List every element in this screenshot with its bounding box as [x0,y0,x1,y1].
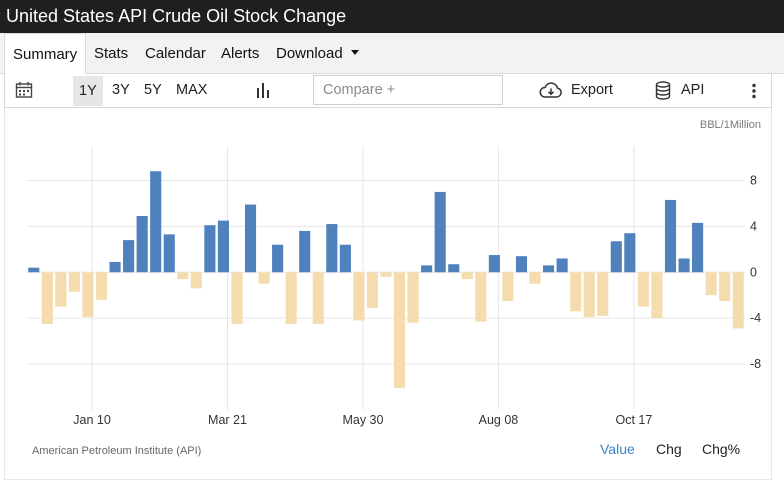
x-tick-label: Mar 21 [208,413,247,427]
chart-bars [28,171,744,389]
bar[interactable] [258,272,270,284]
bar[interactable] [380,272,392,277]
bar[interactable] [488,255,500,273]
bar[interactable] [461,272,473,280]
bar[interactable] [190,272,202,289]
bar[interactable] [136,216,148,273]
chart-panel: BBL/1Million 8 4 0 -4 -8 Jan 10 Mar 21 May 30 A… [4,108,772,480]
bar[interactable] [692,222,704,273]
tab-bar: Summary Stats Calendar Alerts Download [0,33,784,75]
unit-label: BBL/1Million [700,119,761,131]
range-max-button[interactable]: MAX [176,82,208,98]
data-source: American Petroleum Institute (API) [32,445,202,457]
bar[interactable] [163,234,175,273]
bar[interactable] [434,191,446,273]
mode-chg-link[interactable]: Chg [656,441,682,457]
bar[interactable] [543,265,555,273]
bar[interactable] [150,171,162,273]
bar[interactable] [583,272,595,318]
x-tick-label: Aug 08 [479,413,519,427]
y-tick-label: 0 [750,265,757,279]
bar[interactable] [705,272,717,296]
bar[interactable] [41,272,53,324]
x-tick-label: May 30 [342,413,383,427]
bar[interactable] [217,220,229,273]
calendar-icon[interactable] [15,81,33,99]
more-vertical-icon[interactable] [751,83,757,99]
export-button[interactable]: Export [571,82,613,98]
bar[interactable] [244,204,257,273]
bar[interactable] [55,272,67,307]
bar[interactable] [570,272,582,312]
bar[interactable] [529,272,541,284]
bar[interactable] [651,272,663,319]
y-tick-label: 4 [750,219,757,233]
compare-input[interactable] [313,75,503,105]
bar[interactable] [393,272,406,389]
x-tick-label: Jan 10 [73,413,111,427]
tab-summary[interactable]: Summary [4,33,87,75]
bar[interactable] [556,258,568,273]
bar[interactable] [123,240,135,273]
database-icon[interactable] [655,81,671,100]
bar[interactable] [637,272,649,307]
y-tick-label: -4 [750,311,761,325]
y-tick-label: -8 [750,357,761,371]
bar[interactable] [231,272,243,324]
bar[interactable] [299,230,311,273]
bar[interactable] [421,265,433,273]
api-button[interactable]: API [681,82,705,98]
bar[interactable] [366,272,379,308]
bar[interactable] [204,225,216,273]
bar-chart: BBL/1Million 8 4 0 -4 -8 Jan 10 Mar 21 May 30 A… [27,119,761,427]
bar[interactable] [719,272,731,301]
bar[interactable] [353,272,365,321]
bar-chart-icon[interactable] [256,82,272,99]
mode-value-link[interactable]: Value [600,441,635,457]
tab-download[interactable]: Download [276,33,359,74]
bar[interactable] [28,267,40,273]
tab-alerts[interactable]: Alerts [221,45,260,62]
bar[interactable] [68,272,80,292]
y-tick-label: 8 [750,173,757,187]
bar[interactable] [732,272,744,329]
bar[interactable] [312,272,324,324]
chart-grid [27,146,745,410]
x-tick-label: Oct 17 [615,413,652,427]
bar[interactable] [109,261,121,273]
bar[interactable] [664,199,677,273]
chart-toolbar: 1Y 3Y 5Y MAX Export API [4,74,772,108]
tab-calendar[interactable]: Calendar [145,45,206,62]
bar[interactable] [339,244,351,273]
bar[interactable] [502,272,514,301]
range-5y-button[interactable]: 5Y [144,82,162,98]
range-1y-button[interactable]: 1Y [73,76,103,106]
bar[interactable] [285,272,297,324]
bar[interactable] [475,272,487,322]
tab-stats[interactable]: Stats [94,45,129,62]
y-axis: 8 4 0 -4 -8 [750,173,761,371]
page-title: United States API Crude Oil Stock Change [0,0,784,33]
bar[interactable] [624,233,636,273]
bar[interactable] [95,272,108,300]
bar[interactable] [407,272,419,323]
bar[interactable] [272,244,284,273]
bar[interactable] [678,258,690,273]
bar[interactable] [597,272,609,316]
x-axis: Jan 10 Mar 21 May 30 Aug 08 Oct 17 [73,413,652,427]
bar[interactable] [448,264,460,273]
bar[interactable] [82,272,94,318]
bar[interactable] [326,224,338,273]
mode-chg-pct-link[interactable]: Chg% [702,441,741,457]
caret-down-icon [350,49,359,55]
bar[interactable] [515,256,528,273]
bar[interactable] [177,272,189,280]
cloud-download-icon[interactable] [539,82,563,100]
bar[interactable] [610,241,622,273]
tab-download-label: Download [276,45,343,62]
range-3y-button[interactable]: 3Y [112,82,130,98]
